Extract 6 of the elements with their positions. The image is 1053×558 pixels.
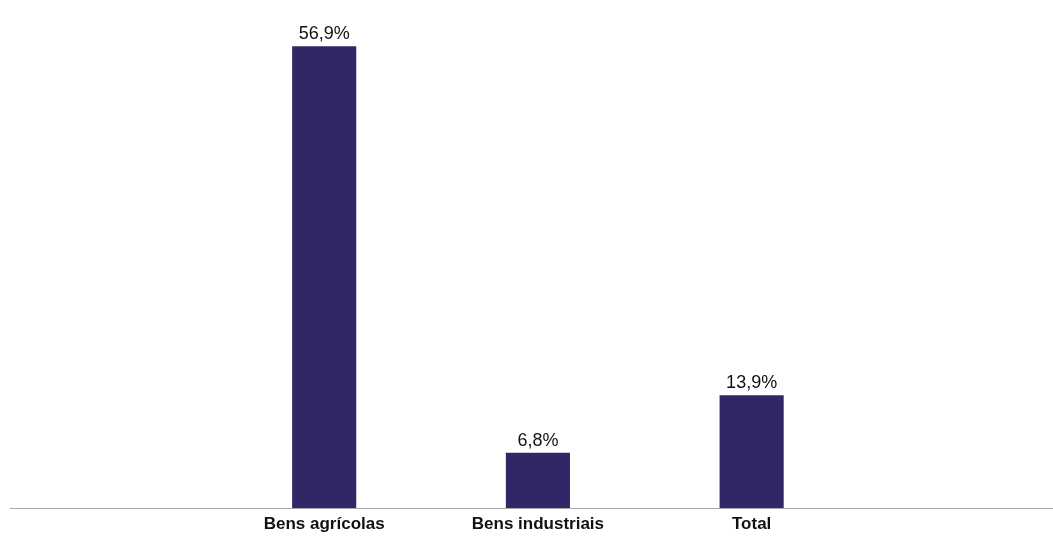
x-tick-label: Total: [731, 514, 772, 534]
data-label: 56,9%: [298, 23, 350, 44]
data-label: 6,8%: [517, 429, 559, 450]
data-label: 13,9%: [726, 372, 778, 393]
x-tick-label: Bens industriais: [471, 514, 605, 534]
x-tick-label: Bens agrícolas: [263, 514, 385, 534]
